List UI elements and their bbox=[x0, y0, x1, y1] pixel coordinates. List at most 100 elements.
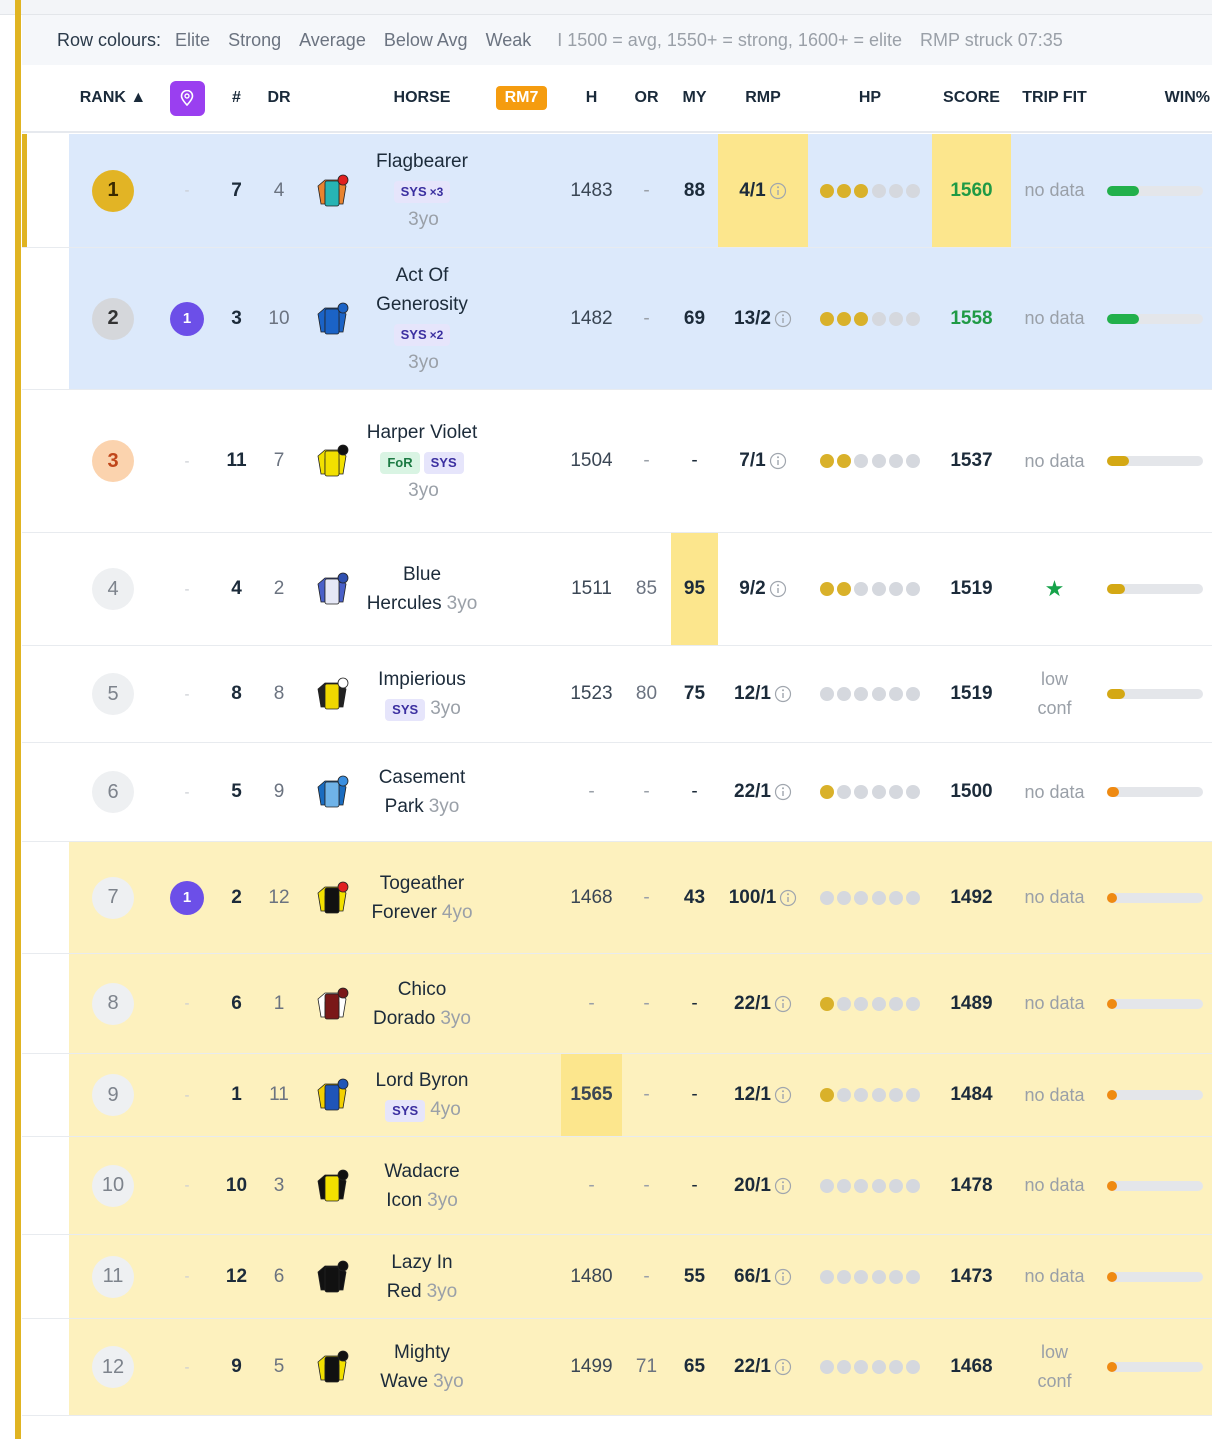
hp-dot bbox=[819, 183, 834, 198]
or-value: - bbox=[643, 179, 650, 201]
rmp-cell: 12/1 bbox=[718, 646, 808, 742]
or-cell: 71 bbox=[622, 1319, 671, 1415]
trip-cell: no data bbox=[1011, 842, 1098, 953]
win-bar bbox=[1107, 1090, 1117, 1100]
selected-bar bbox=[22, 134, 27, 247]
hp-dot bbox=[854, 454, 869, 468]
win-bar bbox=[1107, 456, 1130, 466]
tag: SYS ×2 bbox=[393, 323, 451, 346]
header-label: RMP bbox=[745, 89, 781, 106]
hp-dot bbox=[889, 1088, 904, 1102]
num-cell: 2 bbox=[217, 842, 256, 953]
hp-dot bbox=[906, 996, 921, 1011]
rank-badge: 4 bbox=[92, 568, 134, 610]
num-cell: 12 bbox=[217, 1235, 256, 1318]
rank-badge: 7 bbox=[92, 876, 134, 919]
hp-dot bbox=[906, 890, 921, 905]
table-row: 8 - 6 1 Chico Dorado 3yo - - - 22/1 1489 no data bbox=[22, 954, 1212, 1054]
rank-cell: 9 bbox=[69, 1054, 157, 1136]
score-value: 1519 bbox=[950, 683, 993, 704]
rank-cell: 1 bbox=[69, 134, 157, 247]
my-cell: - bbox=[671, 1054, 718, 1136]
table-row: 10 - 10 3 Wadacre Icon 3yo - - - 20/1 1478 no data bbox=[22, 1137, 1212, 1235]
hp-cell bbox=[808, 248, 932, 389]
or-cell: - bbox=[622, 743, 671, 841]
horse-name: Chico Dorado bbox=[373, 978, 447, 1029]
hp-dot bbox=[819, 996, 834, 1011]
num-cell: 1 bbox=[217, 1054, 256, 1136]
hp-dot bbox=[819, 1269, 834, 1284]
my-value: - bbox=[691, 1174, 698, 1196]
hp-dot bbox=[871, 582, 886, 596]
score-value: 1560 bbox=[950, 179, 993, 201]
h-cell: 1468 bbox=[561, 842, 622, 953]
row-bg bbox=[69, 248, 1212, 389]
age-line: 3yo bbox=[366, 476, 478, 505]
hp-dot bbox=[889, 890, 904, 905]
info-icon bbox=[774, 1177, 792, 1194]
horse-text: Mighty Wave 3yo bbox=[366, 1338, 478, 1396]
silk bbox=[317, 881, 349, 913]
num-cell: 11 bbox=[217, 390, 256, 532]
hp-dot bbox=[854, 785, 869, 799]
my-value: - bbox=[691, 1084, 698, 1105]
rank-badge: 11 bbox=[92, 1255, 134, 1298]
info-icon bbox=[769, 452, 786, 470]
header-cell: OR bbox=[622, 65, 671, 131]
silk bbox=[317, 1078, 349, 1111]
legend-item: Strong bbox=[228, 29, 282, 50]
score-value: 1537 bbox=[950, 450, 993, 471]
tag-text: SYS bbox=[430, 454, 457, 470]
hp-dot bbox=[906, 1178, 921, 1193]
pin-cell: 1 bbox=[157, 842, 217, 953]
hp-cell bbox=[808, 954, 932, 1053]
hp-dot bbox=[871, 183, 886, 198]
pin-empty: - bbox=[184, 580, 190, 598]
trip-cell: no data bbox=[1011, 248, 1098, 389]
pin-cell: - bbox=[157, 743, 217, 841]
accent-stripe bbox=[15, 0, 21, 1439]
hp-dot bbox=[871, 1269, 886, 1284]
horse-cell: Flagbearer SYS ×3 3yo bbox=[362, 134, 482, 247]
dr-cell: 7 bbox=[256, 390, 302, 532]
win-cell bbox=[1098, 1054, 1212, 1136]
legend-struck: RMP struck 07:35 bbox=[920, 29, 1063, 50]
header-label: TRIP FIT bbox=[1022, 89, 1087, 106]
h-cell: - bbox=[561, 954, 622, 1053]
score-value: 1489 bbox=[950, 992, 993, 1014]
horse-text: Flagbearer SYS ×3 3yo bbox=[366, 147, 478, 234]
or-value: - bbox=[643, 886, 650, 908]
or-value: - bbox=[643, 307, 650, 329]
h-cell: - bbox=[561, 743, 622, 841]
or-cell: - bbox=[622, 1235, 671, 1318]
hp-dot bbox=[871, 687, 886, 701]
horse-text: Impierious SYS 3yo bbox=[366, 665, 478, 723]
pin-cell: - bbox=[157, 1137, 217, 1234]
dr-value: 12 bbox=[268, 886, 290, 908]
trip-fit: no data bbox=[1024, 781, 1085, 802]
or-value: 85 bbox=[635, 578, 658, 599]
horse-text: Casement Park 3yo bbox=[366, 763, 478, 821]
tag-text: SYS bbox=[392, 702, 419, 717]
rank-cell: 11 bbox=[69, 1235, 157, 1318]
h-cell: 1511 bbox=[561, 533, 622, 645]
hp-dot bbox=[836, 996, 851, 1011]
rmp-cell: 100/1 bbox=[718, 842, 808, 953]
hp-dot bbox=[906, 1088, 921, 1102]
pin-badge: 1 bbox=[170, 880, 204, 915]
hp-dot bbox=[906, 785, 921, 799]
rmp-cell: 4/1 bbox=[718, 134, 808, 247]
tag: SYS bbox=[385, 699, 426, 721]
tag-text: FoR bbox=[387, 454, 413, 470]
hp-cell bbox=[808, 1054, 932, 1136]
horse-name: Lazy In Red bbox=[386, 1251, 453, 1302]
win-cell bbox=[1098, 743, 1212, 841]
trip-cell: no data bbox=[1011, 1137, 1098, 1234]
my-value: - bbox=[691, 781, 698, 802]
or-value: - bbox=[643, 1174, 650, 1196]
or-value: - bbox=[643, 992, 650, 1014]
horse-cell: Mighty Wave 3yo bbox=[362, 1319, 482, 1415]
header-label: DR bbox=[267, 89, 291, 106]
or-value: 80 bbox=[635, 683, 658, 704]
rm7-badge: RM7 bbox=[495, 86, 548, 110]
